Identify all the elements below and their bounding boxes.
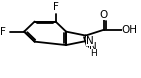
Text: N: N (86, 36, 93, 46)
Text: OH: OH (122, 25, 138, 35)
Text: N: N (89, 42, 97, 52)
Text: H: H (90, 49, 97, 58)
Text: F: F (0, 27, 6, 37)
Text: F: F (53, 2, 59, 12)
Text: O: O (100, 10, 108, 20)
